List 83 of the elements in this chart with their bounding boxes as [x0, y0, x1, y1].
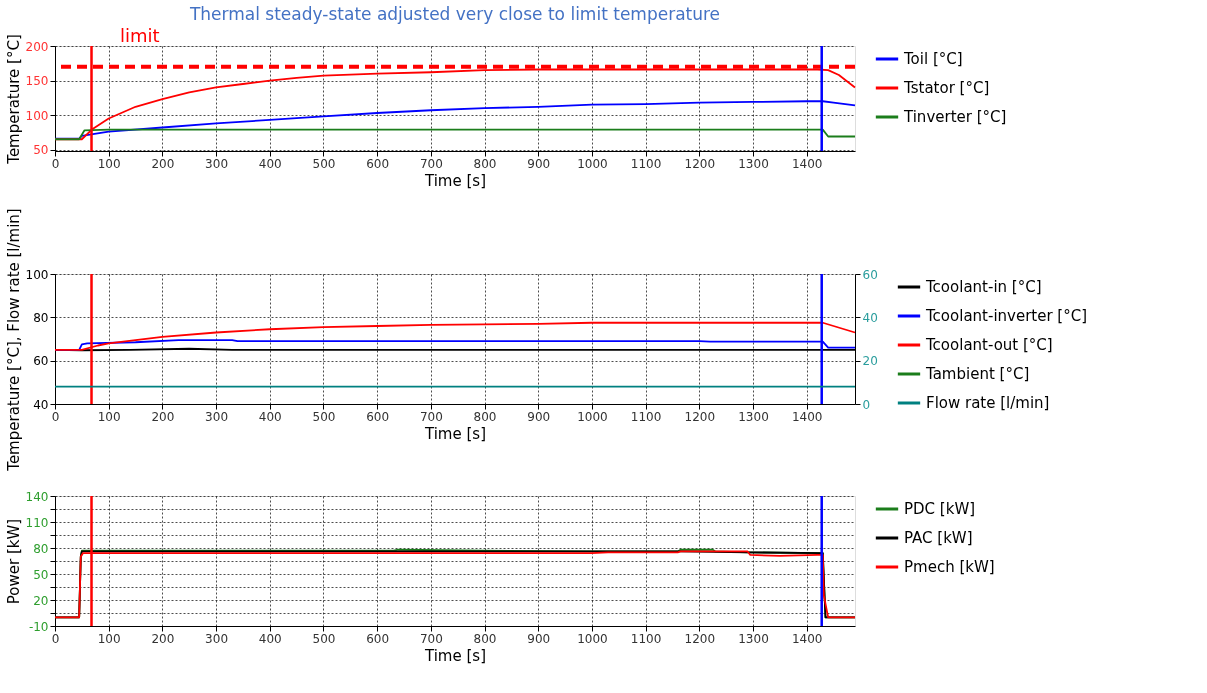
x-tick-label: 900: [527, 631, 551, 646]
legend-label: Pmech [kW]: [904, 558, 995, 576]
x-tick-label: 1400: [791, 409, 823, 424]
y-tick-label: 20: [33, 593, 49, 608]
legend-label: Tstator [°C]: [903, 79, 990, 97]
x-tick-label: 1200: [684, 156, 716, 171]
y2-tick-label: 0: [862, 397, 871, 412]
x-tick-label: 200: [151, 409, 175, 424]
x-tick-label: 1200: [684, 409, 716, 424]
x-tick-label: 1300: [738, 156, 769, 171]
y-tick-label: 50: [33, 567, 49, 582]
x-tick-label: 600: [366, 409, 390, 424]
x-tick-label: 1100: [630, 156, 662, 171]
x-tick-label: 700: [419, 631, 443, 646]
x-axis-title: Time [s]: [424, 424, 486, 443]
legend-label: Tcoolant-inverter [°C]: [925, 307, 1088, 325]
legend-label: Tcoolant-in [°C]: [925, 278, 1042, 296]
y-tick-label: 200: [25, 39, 49, 54]
x-tick-label: 0: [51, 409, 60, 424]
x-tick-label: 100: [97, 631, 121, 646]
x-tick-label: 0: [51, 156, 60, 171]
x-tick-label: 300: [205, 631, 229, 646]
y-tick-label: 80: [33, 310, 49, 325]
y-tick-label: 40: [33, 397, 49, 412]
x-tick-label: 600: [366, 156, 390, 171]
x-tick-label: 700: [419, 409, 443, 424]
x-tick-label: 200: [151, 631, 175, 646]
x-tick-label: 400: [258, 156, 282, 171]
y-tick-label: -10: [28, 619, 49, 634]
y-tick-label: 50: [33, 143, 49, 158]
legend-label: Tambient [°C]: [925, 365, 1030, 383]
x-tick-label: 800: [473, 409, 497, 424]
legend-label: PAC [kW]: [904, 529, 973, 547]
x-tick-label: 100: [97, 156, 121, 171]
chart-title: Thermal steady-state adjusted very close to limit temperature: [188, 3, 721, 24]
x-tick-label: 1000: [577, 156, 608, 171]
y-tick-label: 60: [33, 354, 49, 369]
x-tick-label: 700: [419, 156, 443, 171]
legend-label: Flow rate [l/min]: [926, 394, 1050, 412]
y-tick-label: 140: [25, 489, 49, 504]
y-tick-label: 80: [33, 541, 49, 556]
line-series: [54, 128, 856, 141]
legend-label: Tinverter [°C]: [903, 108, 1007, 126]
ref-line-label: limit: [120, 24, 160, 46]
x-tick-label: 300: [205, 156, 229, 171]
x-tick-label: 1400: [791, 631, 823, 646]
y-axis-title: Power [kW]: [4, 518, 23, 605]
y-axis-title: Temperature [°C], Flow rate [l/min]: [4, 208, 23, 472]
x-tick-label: 500: [312, 409, 336, 424]
x-tick-label: 200: [151, 156, 175, 171]
x-tick-label: 1000: [577, 409, 608, 424]
x-axis-title: Time [s]: [424, 171, 486, 190]
legend-label: PDC [kW]: [904, 500, 976, 518]
y2-tick-label: 40: [862, 310, 878, 325]
y-tick-label: 100: [25, 267, 49, 282]
x-tick-label: 400: [258, 409, 282, 424]
x-tick-label: 1300: [738, 409, 769, 424]
x-tick-label: 1000: [577, 631, 608, 646]
x-tick-label: 900: [527, 409, 551, 424]
y2-tick-label: 20: [862, 354, 878, 369]
x-tick-label: 1300: [738, 631, 769, 646]
x-tick-label: 1200: [684, 631, 716, 646]
x-axis-title: Time [s]: [424, 646, 486, 665]
legend-label: Tcoolant-out [°C]: [925, 336, 1053, 354]
x-tick-label: 800: [473, 156, 497, 171]
y-tick-label: 110: [25, 515, 49, 530]
x-tick-label: 1100: [630, 631, 662, 646]
x-tick-label: 1400: [791, 156, 823, 171]
y-tick-label: 150: [25, 74, 49, 89]
x-tick-label: 500: [312, 631, 336, 646]
x-tick-label: 0: [51, 631, 60, 646]
x-tick-label: 100: [97, 409, 121, 424]
x-tick-label: 1100: [630, 409, 662, 424]
x-tick-label: 600: [366, 631, 390, 646]
y2-tick-label: 60: [862, 267, 878, 282]
x-tick-label: 400: [258, 631, 282, 646]
x-tick-label: 900: [527, 156, 551, 171]
y-tick-label: 100: [25, 108, 49, 123]
x-tick-label: 500: [312, 156, 336, 171]
x-tick-label: 300: [205, 409, 229, 424]
y-axis-title: Temperature [°C]: [4, 34, 23, 165]
x-tick-label: 800: [473, 631, 497, 646]
legend-label: Toil [°C]: [903, 50, 963, 68]
